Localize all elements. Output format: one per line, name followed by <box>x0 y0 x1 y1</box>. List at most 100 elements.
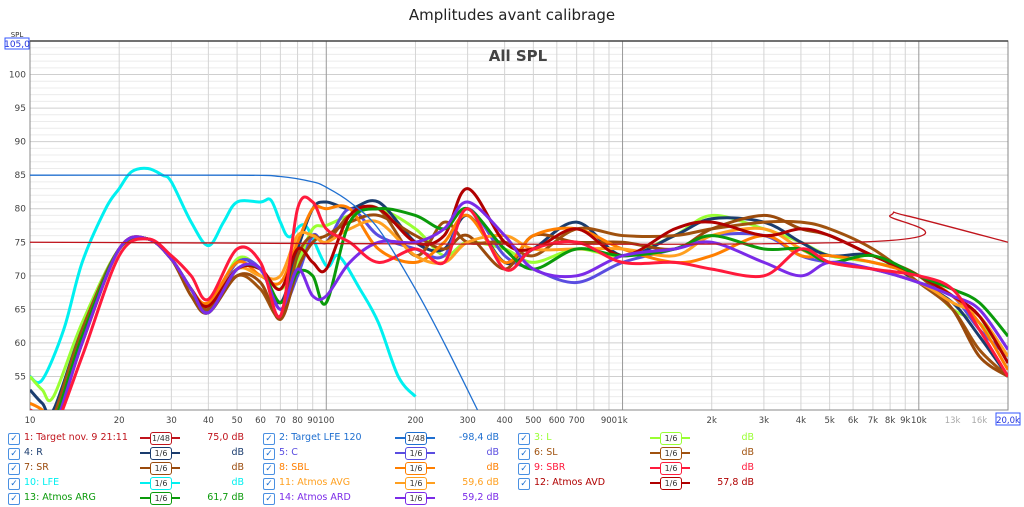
series-line-3 <box>30 206 1008 403</box>
plot-frame <box>29 40 1009 411</box>
checkbox-checked-icon[interactable]: ✓ <box>518 478 530 490</box>
checkbox-checked-icon[interactable]: ✓ <box>263 463 275 475</box>
x-tick-label: 9k <box>900 416 910 426</box>
smoothing-button[interactable]: 1/48 <box>140 432 180 445</box>
smoothing-label: 1/6 <box>150 492 172 505</box>
legend-value: dB <box>231 477 244 488</box>
x-tick-label: 60 <box>255 416 266 426</box>
smoothing-button[interactable]: 1/48 <box>395 432 435 445</box>
x-tick-label: 900 <box>601 416 617 426</box>
smoothing-label: 1/48 <box>405 432 427 445</box>
checkbox-checked-icon[interactable]: ✓ <box>263 433 275 445</box>
checkbox-checked-icon[interactable]: ✓ <box>8 493 20 505</box>
checkbox-checked-icon[interactable]: ✓ <box>8 448 20 460</box>
smoothing-label: 1/6 <box>150 447 172 460</box>
smoothing-button[interactable]: 1/6 <box>395 477 435 490</box>
x-tick-label: 8k <box>885 416 895 426</box>
y-tick-label: 65 <box>15 305 26 315</box>
checkbox-checked-icon[interactable]: ✓ <box>263 493 275 505</box>
smoothing-label: 1/6 <box>405 462 427 475</box>
smoothing-button[interactable]: 1/6 <box>650 447 690 460</box>
legend-item: ✓ 2: Target LFE 120 1/48 -98,4 dB <box>263 432 513 446</box>
smoothing-label: 1/6 <box>150 462 172 475</box>
checkbox-checked-icon[interactable]: ✓ <box>8 433 20 445</box>
checkbox-checked-icon[interactable]: ✓ <box>263 448 275 460</box>
x-tick-label: 10k <box>911 416 927 426</box>
legend-item: ✓ 7: SR 1/6 dB <box>8 462 258 476</box>
x-tick-label: 10 <box>25 416 36 426</box>
legend-value: dB <box>741 447 754 458</box>
checkbox-checked-icon[interactable]: ✓ <box>263 478 275 490</box>
smoothing-button[interactable]: 1/6 <box>140 447 180 460</box>
smoothing-button[interactable]: 1/6 <box>395 462 435 475</box>
smoothing-label: 1/6 <box>660 477 682 490</box>
x-tick-label: 2k <box>707 416 717 426</box>
checkbox-checked-icon[interactable]: ✓ <box>518 448 530 460</box>
series-line-2 <box>30 174 479 410</box>
smoothing-label: 1/6 <box>660 447 682 460</box>
legend-name: 4: R <box>24 447 43 458</box>
smoothing-button[interactable]: 1/6 <box>650 462 690 475</box>
legend-value: 61,7 dB <box>207 492 244 503</box>
x-tick-label: 300 <box>460 416 476 426</box>
checkbox-checked-icon[interactable]: ✓ <box>518 463 530 475</box>
legend-value: dB <box>486 462 499 473</box>
legend-name: 11: Atmos AVG <box>279 477 351 488</box>
legend-item: ✓ 5: C 1/6 dB <box>263 447 513 461</box>
legend-item: ✓ 12: Atmos AVD 1/6 57,8 dB <box>518 477 768 491</box>
legend-value: dB <box>231 447 244 458</box>
x-tick-label: 40 <box>203 416 214 426</box>
legend-name: 3: L <box>534 432 552 443</box>
legend-item: ✓ 3: L 1/6 dB <box>518 432 768 446</box>
y-axis-label: SPL <box>11 31 24 39</box>
legend-value: dB <box>741 462 754 473</box>
legend-name: 5: C <box>279 447 298 458</box>
legend-name: 13: Atmos ARG <box>24 492 96 503</box>
y-tick-label: 70 <box>15 272 27 282</box>
y-tick-label: 85 <box>15 171 26 181</box>
legend-name: 10: LFE <box>24 477 60 488</box>
x-tick-label: 16k <box>971 416 987 426</box>
legend-name: 9: SBR <box>534 462 566 473</box>
legend-item: ✓ 9: SBR 1/6 dB <box>518 462 768 476</box>
smoothing-label: 1/6 <box>660 432 682 445</box>
smoothing-button[interactable]: 1/6 <box>650 477 690 490</box>
smoothing-button[interactable]: 1/6 <box>140 492 180 505</box>
x-tick-label: 100 <box>318 416 334 426</box>
smoothing-label: 1/6 <box>150 477 172 490</box>
legend-value: 59,2 dB <box>462 492 499 503</box>
legend-value: 59,6 dB <box>462 477 499 488</box>
y-tick-label: 55 <box>15 372 26 382</box>
smoothing-button[interactable]: 1/6 <box>650 432 690 445</box>
y-tick-label: 60 <box>15 339 27 349</box>
smoothing-button[interactable]: 1/6 <box>140 462 180 475</box>
checkbox-checked-icon[interactable]: ✓ <box>8 478 20 490</box>
legend-value: dB <box>486 447 499 458</box>
smoothing-button[interactable]: 1/6 <box>395 492 435 505</box>
legend-item: ✓ 13: Atmos ARG 1/6 61,7 dB <box>8 492 258 506</box>
x-tick-label: 5k <box>824 416 834 426</box>
ylim-value: 105,0 <box>4 40 30 50</box>
x-tick-label: 500 <box>525 416 541 426</box>
legend-name: 2: Target LFE 120 <box>279 432 362 443</box>
legend-value: dB <box>741 432 754 443</box>
smoothing-label: 1/6 <box>660 462 682 475</box>
legend-name: 8: SBL <box>279 462 310 473</box>
legend-item: ✓ 1: Target nov. 9 21:11 1/48 75,0 dB <box>8 432 258 446</box>
legend-value: 57,8 dB <box>717 477 754 488</box>
legend-name: 12: Atmos AVD <box>534 477 606 488</box>
legend-item: ✓ 11: Atmos AVG 1/6 59,6 dB <box>263 477 513 491</box>
legend-name: 14: Atmos ARD <box>279 492 351 503</box>
x-tick-label: 3k <box>759 416 769 426</box>
checkbox-checked-icon[interactable]: ✓ <box>518 433 530 445</box>
legend-value: -98,4 dB <box>458 432 499 443</box>
smoothing-button[interactable]: 1/6 <box>395 447 435 460</box>
checkbox-checked-icon[interactable]: ✓ <box>8 463 20 475</box>
smoothing-button[interactable]: 1/6 <box>140 477 180 490</box>
legend-name: 7: SR <box>24 462 49 473</box>
x-tick-label: 90 <box>307 416 318 426</box>
legend-value: dB <box>231 462 244 473</box>
x-tick-label: 7k <box>868 416 878 426</box>
